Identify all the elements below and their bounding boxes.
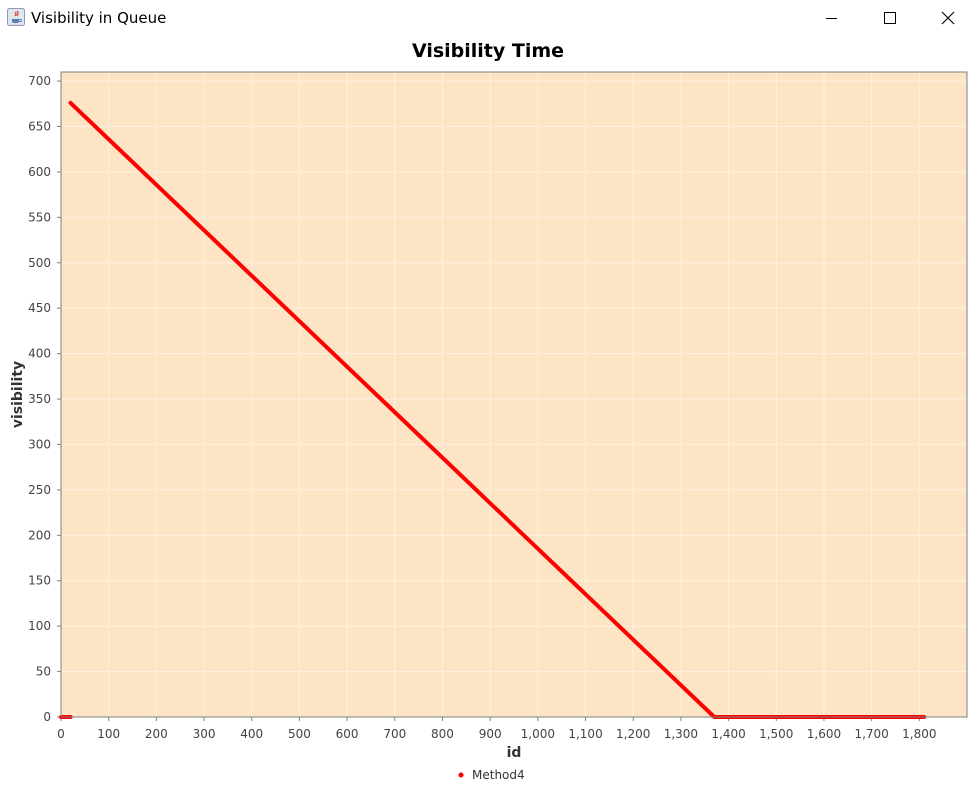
legend: Method4 [458, 768, 525, 782]
axis-ticks: 0 100 200 300 400 500 600 700 800 900 1,000 1,100 1,… [28, 74, 936, 741]
window-titlebar: Visibility in Queue [0, 0, 979, 36]
y-tick-label: 100 [28, 619, 51, 633]
x-tick-label: 1,500 [759, 727, 793, 741]
x-tick-label: 300 [193, 727, 216, 741]
close-icon [941, 11, 955, 25]
chart-title: Visibility Time [412, 40, 564, 62]
x-tick-label: 800 [431, 727, 454, 741]
y-tick-label: 150 [28, 574, 51, 588]
x-tick-label: 600 [336, 727, 359, 741]
minimize-button[interactable] [803, 0, 861, 36]
y-tick-label: 500 [28, 256, 51, 270]
x-tick-label: 1,400 [711, 727, 745, 741]
y-tick-label: 200 [28, 528, 51, 542]
y-tick-label: 700 [28, 74, 51, 88]
gridlines [60, 72, 967, 718]
x-tick-label: 500 [288, 727, 311, 741]
x-tick-label: 1,200 [616, 727, 650, 741]
maximize-icon [884, 12, 896, 24]
x-tick-label: 900 [479, 727, 502, 741]
x-tick-label: 400 [240, 727, 263, 741]
x-tick-label: 1,100 [568, 727, 602, 741]
legend-label: Method4 [472, 768, 525, 782]
x-tick-label: 1,000 [521, 727, 555, 741]
y-tick-label: 350 [28, 392, 51, 406]
x-tick-label: 200 [145, 727, 168, 741]
x-tick-label: 1,800 [902, 727, 936, 741]
x-tick-label: 100 [97, 727, 120, 741]
x-tick-label: 1,600 [807, 727, 841, 741]
x-tick-label: 1,300 [664, 727, 698, 741]
y-tick-label: 450 [28, 301, 51, 315]
y-tick-label: 50 [36, 665, 51, 679]
x-axis-label: id [507, 745, 522, 761]
y-tick-label: 650 [28, 120, 51, 134]
java-app-icon [7, 8, 25, 26]
y-tick-label: 400 [28, 347, 51, 361]
chart: Visibility Time 0 100 200 300 400 500 600 700 80… [10, 40, 968, 782]
close-button[interactable] [919, 0, 977, 36]
x-tick-label: 700 [383, 727, 406, 741]
plot-border [60, 71, 968, 718]
y-tick-label: 250 [28, 483, 51, 497]
window-title: Visibility in Queue [31, 9, 167, 27]
legend-marker [458, 772, 464, 778]
y-tick-label: 0 [43, 710, 51, 724]
plot-area [61, 72, 967, 717]
y-axis-label: visibility [10, 361, 26, 428]
minimize-icon [826, 18, 837, 19]
maximize-button[interactable] [861, 0, 919, 36]
x-tick-label: 0 [57, 727, 65, 741]
y-tick-label: 600 [28, 165, 51, 179]
y-tick-label: 550 [28, 210, 51, 224]
x-tick-label: 1,700 [854, 727, 888, 741]
y-tick-label: 300 [28, 437, 51, 451]
